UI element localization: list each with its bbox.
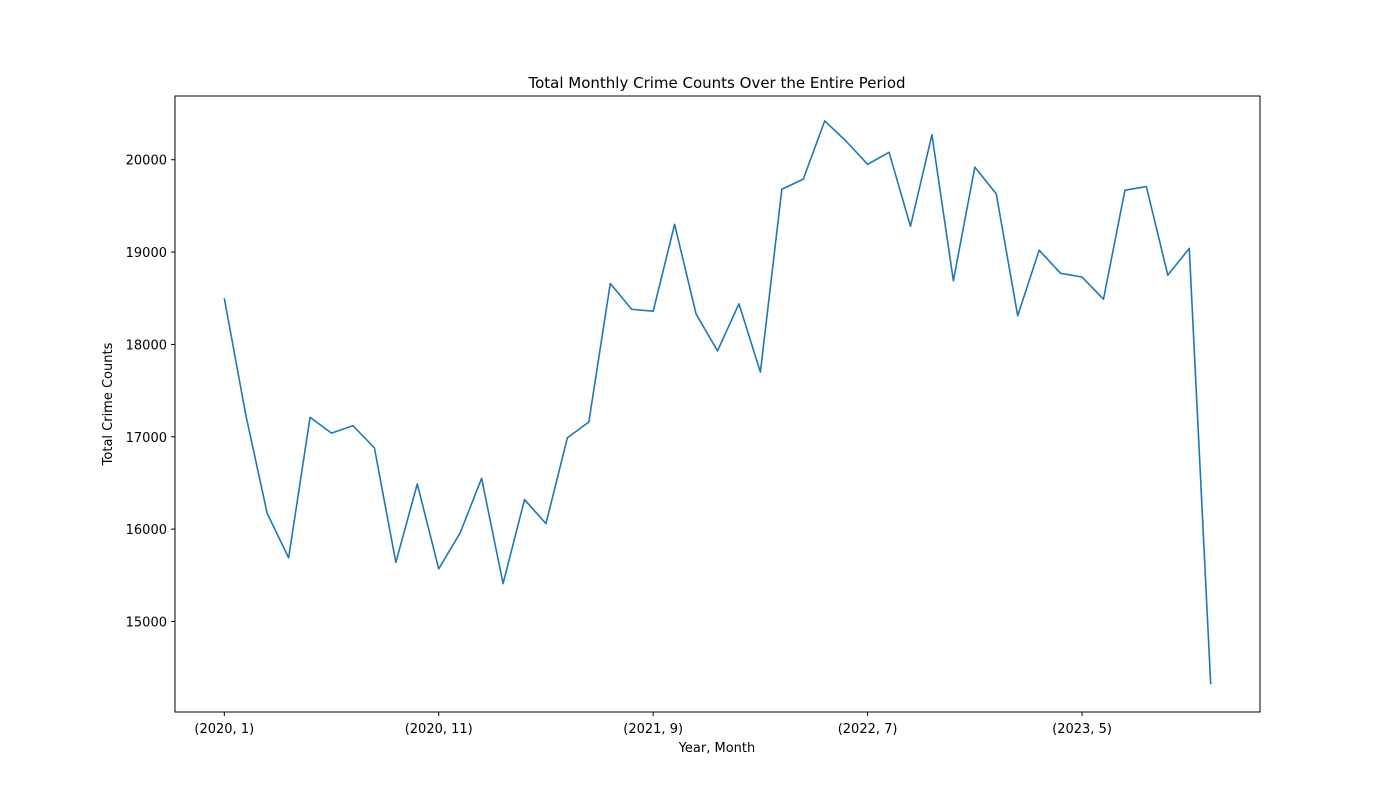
x-axis-label: Year, Month — [678, 741, 756, 756]
y-tick-label: 17000 — [126, 431, 167, 446]
x-tick-label: (2023, 5) — [1052, 722, 1112, 737]
x-tick-label: (2020, 11) — [405, 722, 473, 737]
y-tick-label: 19000 — [126, 246, 167, 261]
y-tick-label: 18000 — [126, 338, 167, 353]
x-axis-ticks: (2020, 1) (2020, 11) (2021, 9) (2022, 7) (20… — [194, 712, 1112, 737]
y-tick-label: 20000 — [126, 154, 167, 169]
x-tick-label: (2021, 9) — [623, 722, 683, 737]
y-tick-label: 16000 — [126, 523, 167, 538]
x-tick-label: (2022, 7) — [838, 722, 898, 737]
series-line — [223, 120, 1212, 685]
series-layer — [223, 120, 1212, 685]
y-axis-ticks: 15000 16000 17000 18000 19000 20000 — [126, 154, 175, 630]
y-axis-label: Total Crime Counts — [101, 342, 116, 466]
x-tick-label: (2020, 1) — [194, 722, 254, 737]
chart-title: Total Monthly Crime Counts Over the Enti… — [527, 74, 905, 92]
y-tick-label: 15000 — [126, 615, 167, 630]
plot-area-frame — [174, 95, 1261, 713]
